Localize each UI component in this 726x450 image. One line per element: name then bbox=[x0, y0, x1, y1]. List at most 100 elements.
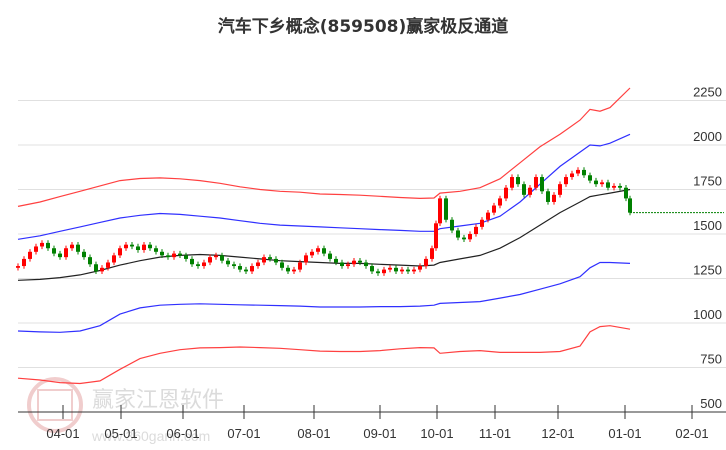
x-tick-label: 06-01 bbox=[166, 426, 199, 441]
candle bbox=[22, 256, 26, 269]
y-tick-label: 2000 bbox=[693, 129, 722, 144]
candle bbox=[238, 263, 242, 273]
candle bbox=[124, 242, 128, 251]
x-tick-label: 09-01 bbox=[363, 426, 396, 441]
candle bbox=[456, 227, 460, 241]
y-tick-label: 2250 bbox=[693, 85, 722, 100]
x-tick-label: 04-01 bbox=[46, 426, 79, 441]
candle bbox=[618, 183, 622, 191]
x-tick-label: 07-01 bbox=[227, 426, 260, 441]
candle bbox=[424, 256, 428, 269]
x-axis: 04-01 05-01 06-01 07-01 08-01 09-01 10-01 11-01… bbox=[18, 405, 726, 441]
watermark-url: www.360gann.com bbox=[91, 428, 210, 444]
candle bbox=[28, 249, 32, 262]
candle bbox=[214, 252, 218, 260]
band-outer-lower bbox=[17, 325, 631, 385]
candle bbox=[190, 256, 194, 267]
candle bbox=[322, 245, 326, 257]
candle bbox=[388, 265, 392, 273]
candle bbox=[40, 240, 44, 250]
candle bbox=[438, 195, 442, 226]
candle bbox=[400, 266, 404, 275]
band-inner-lower bbox=[17, 261, 631, 333]
candle bbox=[136, 243, 140, 253]
candle bbox=[184, 252, 188, 262]
candle bbox=[468, 231, 472, 243]
watermark: 赢家江恩软件 www.360gann.com bbox=[27, 377, 224, 444]
candle bbox=[450, 217, 454, 234]
band-inner-upper bbox=[17, 133, 631, 240]
candle bbox=[444, 195, 448, 223]
candle bbox=[304, 252, 308, 266]
candle bbox=[624, 185, 628, 202]
candle bbox=[268, 254, 272, 262]
candle bbox=[166, 252, 170, 260]
candle bbox=[292, 266, 296, 275]
candle bbox=[244, 266, 248, 275]
candle bbox=[160, 249, 164, 259]
candle bbox=[64, 245, 68, 260]
candle bbox=[546, 188, 550, 205]
candle bbox=[430, 245, 434, 262]
candle bbox=[106, 259, 110, 271]
candle bbox=[220, 252, 224, 264]
candle bbox=[334, 256, 338, 266]
candle bbox=[564, 174, 568, 187]
candle bbox=[202, 259, 206, 269]
candle bbox=[412, 266, 416, 275]
candle bbox=[112, 252, 116, 266]
candle bbox=[310, 249, 314, 259]
candle bbox=[552, 192, 556, 205]
candle bbox=[364, 259, 368, 269]
candle bbox=[178, 250, 182, 259]
candle bbox=[394, 265, 398, 275]
candle bbox=[480, 217, 484, 230]
candle bbox=[528, 185, 532, 198]
candle bbox=[328, 250, 332, 262]
candle bbox=[588, 172, 592, 184]
candle bbox=[628, 195, 632, 216]
candle bbox=[594, 177, 598, 187]
candle bbox=[504, 185, 508, 202]
band-outer-upper bbox=[17, 87, 631, 207]
y-tick-label: 1000 bbox=[693, 307, 722, 322]
candle bbox=[226, 258, 230, 267]
candle bbox=[498, 195, 502, 209]
candle bbox=[130, 242, 134, 250]
y-tick-label: 750 bbox=[700, 352, 722, 367]
candle bbox=[274, 256, 278, 266]
y-tick-label: 1750 bbox=[693, 174, 722, 189]
candle bbox=[256, 259, 260, 269]
x-tick-label: 12-01 bbox=[541, 426, 574, 441]
candle bbox=[352, 258, 356, 267]
candle bbox=[370, 263, 374, 275]
candle bbox=[346, 261, 350, 269]
x-tick-label: 02-01 bbox=[675, 426, 708, 441]
candle bbox=[250, 263, 254, 275]
candle bbox=[280, 259, 284, 271]
candle bbox=[316, 245, 320, 255]
candle bbox=[340, 259, 344, 269]
candle bbox=[576, 167, 580, 177]
y-tick-label: 1250 bbox=[693, 263, 722, 278]
watermark-brand: 赢家江恩软件 bbox=[92, 388, 224, 413]
candle bbox=[486, 209, 490, 223]
candle bbox=[34, 243, 38, 255]
candle bbox=[600, 179, 604, 187]
chart-title: 汽车下乡概念(859508)赢家极反通道 bbox=[217, 17, 509, 37]
candle bbox=[534, 174, 538, 191]
watermark-seal-icon bbox=[27, 377, 83, 433]
x-tick-label: 01-01 bbox=[608, 426, 641, 441]
candle bbox=[462, 234, 466, 243]
candlesticks bbox=[16, 167, 632, 276]
candle bbox=[148, 242, 152, 251]
x-tick-label: 10-01 bbox=[420, 426, 453, 441]
candle bbox=[298, 259, 302, 273]
candle bbox=[474, 224, 478, 237]
y-tick-label: 500 bbox=[700, 396, 722, 411]
candle bbox=[172, 250, 176, 260]
grid-lines bbox=[18, 100, 726, 368]
x-tick-label: 11-01 bbox=[479, 426, 511, 441]
candle bbox=[376, 268, 380, 276]
